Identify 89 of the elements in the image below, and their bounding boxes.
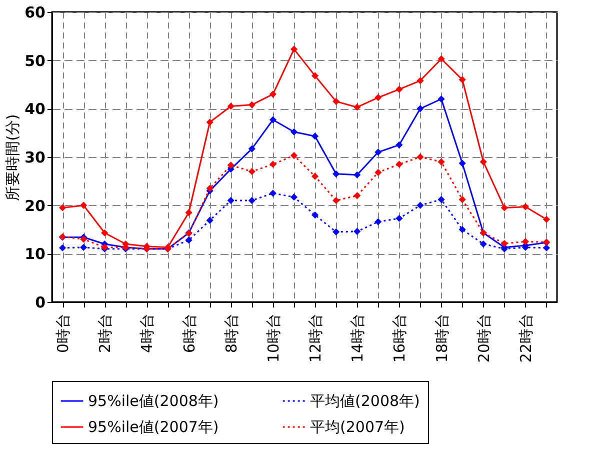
point	[332, 170, 340, 178]
point	[311, 211, 319, 219]
x-tick-label: 12時台	[306, 314, 325, 363]
point	[269, 160, 276, 168]
y-axis-title: 所要時間(分)	[4, 114, 22, 201]
point	[480, 158, 487, 166]
x-tick-label: 18時台	[432, 314, 451, 363]
legend-label: 95%ile値(2007年)	[88, 418, 219, 436]
point	[290, 128, 298, 136]
point	[396, 214, 403, 222]
point	[248, 101, 256, 108]
point	[396, 141, 403, 148]
x-tick-label: 6時台	[180, 314, 198, 354]
point	[438, 158, 445, 166]
point	[542, 216, 550, 223]
point	[290, 194, 298, 201]
point	[396, 160, 403, 168]
point	[227, 102, 234, 110]
point	[332, 196, 340, 204]
point	[248, 196, 256, 204]
point	[290, 46, 298, 53]
point	[354, 192, 361, 200]
point	[458, 160, 466, 167]
point	[185, 236, 192, 244]
x-tick-label: 8時台	[222, 314, 240, 354]
point	[438, 55, 445, 62]
point	[58, 244, 66, 252]
point	[396, 86, 403, 93]
point	[480, 240, 487, 248]
point	[248, 168, 256, 176]
point	[354, 171, 361, 178]
x-tick-label: 16時台	[390, 314, 409, 363]
point	[332, 228, 340, 236]
y-tick-label: 60	[24, 4, 46, 22]
point	[311, 132, 319, 140]
point	[416, 77, 424, 84]
point	[374, 168, 382, 176]
point	[58, 204, 66, 212]
point	[269, 190, 276, 197]
point	[500, 204, 508, 212]
point	[206, 216, 214, 224]
y-tick-label: 10	[24, 245, 46, 264]
legend-label: 95%ile値(2008年)	[88, 392, 219, 410]
point	[374, 94, 382, 102]
point	[500, 240, 508, 248]
point	[80, 244, 88, 251]
y-tick-label: 0	[35, 294, 46, 312]
point	[458, 226, 466, 234]
point	[542, 244, 550, 252]
point	[354, 228, 361, 235]
x-tick-label: 22時台	[516, 314, 535, 363]
legend-label: 平均(2007年)	[310, 418, 405, 436]
point	[185, 209, 192, 216]
point	[416, 202, 424, 209]
point	[374, 148, 382, 156]
point	[227, 196, 234, 204]
point	[206, 184, 214, 192]
point	[311, 72, 319, 80]
point	[458, 76, 466, 84]
point	[416, 153, 424, 161]
point	[522, 203, 529, 210]
x-tick-label: 14時台	[348, 314, 367, 363]
x-tick-label: 0時台	[54, 314, 72, 354]
point	[332, 98, 340, 105]
x-tick-label: 20時台	[474, 314, 493, 363]
point	[458, 196, 466, 204]
y-tick-label: 40	[24, 100, 46, 118]
point	[354, 104, 361, 111]
point	[248, 145, 256, 152]
point	[206, 118, 214, 126]
point	[227, 162, 234, 169]
y-tick-label: 20	[24, 196, 46, 215]
point	[80, 202, 88, 209]
point	[374, 218, 382, 226]
x-tick-label: 4時台	[138, 314, 156, 354]
point	[522, 238, 529, 246]
point	[438, 95, 445, 103]
legend-label: 平均値(2008年)	[310, 392, 420, 410]
point	[290, 152, 298, 160]
point	[269, 90, 276, 98]
y-tick-label: 50	[24, 52, 46, 70]
point	[438, 196, 445, 204]
x-tick-label: 2時台	[96, 314, 114, 354]
point	[101, 229, 108, 236]
x-tick-label: 10時台	[264, 314, 282, 363]
point	[311, 172, 319, 180]
point	[269, 116, 276, 124]
point	[416, 105, 424, 112]
y-tick-label: 30	[24, 148, 46, 166]
